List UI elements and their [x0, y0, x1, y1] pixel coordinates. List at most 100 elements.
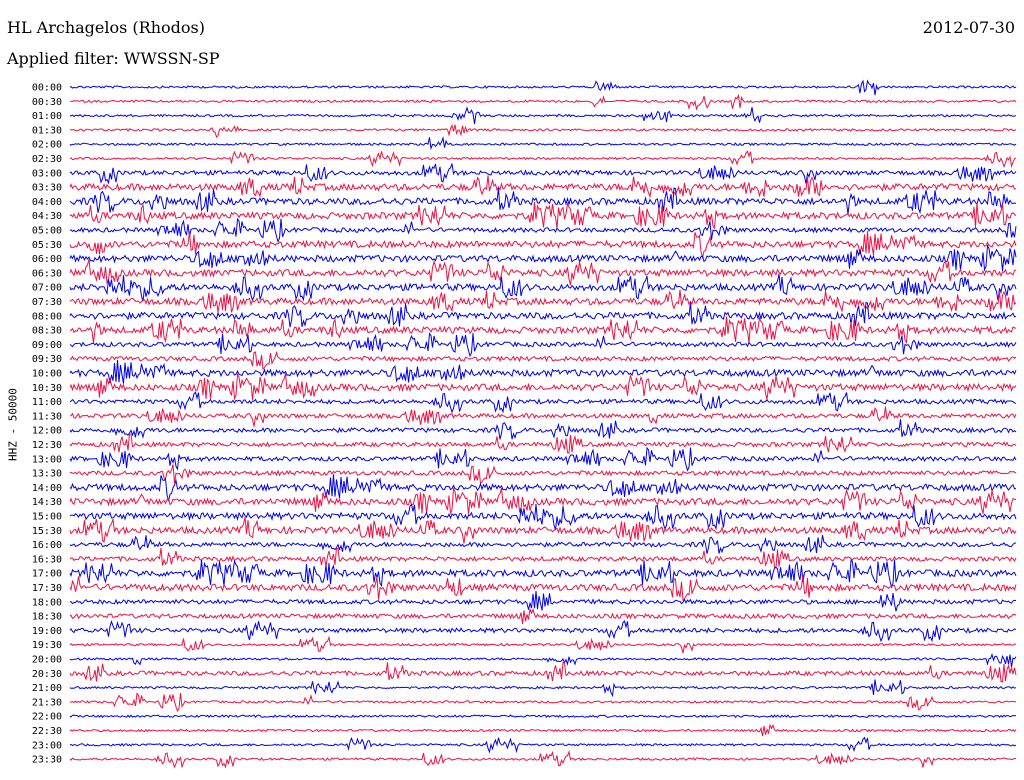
seismic-trace — [69, 150, 1017, 169]
seismic-trace — [69, 547, 1017, 569]
seismic-trace — [69, 653, 1017, 668]
row-time-label: 04:00 — [32, 197, 62, 208]
row-time-label: 11:30 — [32, 411, 62, 422]
row-time-label: 21:30 — [32, 697, 62, 708]
row-time-label: 12:00 — [32, 426, 62, 437]
seismic-trace — [69, 243, 1017, 272]
seismic-trace — [69, 679, 1017, 698]
row-time-label: 02:30 — [32, 154, 62, 165]
row-time-label: 03:00 — [32, 168, 62, 179]
seismic-trace — [69, 619, 1017, 643]
seismic-trace — [69, 723, 1017, 737]
row-time-label: 22:30 — [32, 726, 62, 737]
seismic-trace — [69, 359, 1017, 384]
row-time-label: 23:30 — [32, 755, 62, 766]
seismic-trace — [69, 433, 1017, 454]
row-time-label: 11:00 — [32, 397, 62, 408]
seismic-trace — [69, 175, 1017, 199]
seismic-trace — [69, 406, 1017, 427]
row-time-label: 19:30 — [32, 640, 62, 651]
row-time-label: 01:00 — [32, 111, 62, 122]
seismic-trace — [69, 187, 1017, 215]
record-date: 2012-07-30 — [922, 18, 1015, 37]
seismic-trace — [69, 93, 1017, 111]
row-time-label: 12:30 — [32, 440, 62, 451]
row-time-label: 21:00 — [32, 683, 62, 694]
seismic-trace — [69, 217, 1017, 243]
seismic-trace — [69, 714, 1017, 719]
seismic-trace — [69, 607, 1017, 624]
row-time-label: 00:00 — [32, 83, 62, 94]
seismic-trace — [69, 106, 1017, 125]
row-time-label: 23:00 — [32, 740, 62, 751]
row-time-label: 13:30 — [32, 469, 62, 480]
row-time-label: 06:30 — [32, 268, 62, 279]
row-time-label: 02:00 — [32, 140, 62, 151]
row-time-label: 15:00 — [32, 512, 62, 523]
seismic-trace — [69, 163, 1017, 185]
row-time-label: 05:00 — [32, 226, 62, 237]
row-time-label: 06:00 — [32, 254, 62, 265]
row-time-label: 18:00 — [32, 597, 62, 608]
row-time-label: 05:30 — [32, 240, 62, 251]
seismic-trace — [69, 534, 1017, 554]
row-time-label: 16:30 — [32, 554, 62, 565]
seismic-trace — [69, 273, 1017, 302]
seismic-trace — [69, 419, 1017, 440]
row-time-label: 04:30 — [32, 211, 62, 222]
row-time-label: 15:30 — [32, 526, 62, 537]
row-time-label: 13:00 — [32, 454, 62, 465]
station-title: HL Archagelos (Rhodos) — [7, 18, 205, 37]
row-time-label: 09:00 — [32, 340, 62, 351]
seismic-trace — [69, 635, 1017, 654]
row-time-label: 10:30 — [32, 383, 62, 394]
row-time-label: 17:30 — [32, 583, 62, 594]
row-time-label: 19:00 — [32, 626, 62, 637]
seismic-trace — [69, 301, 1017, 328]
seismic-trace — [69, 332, 1017, 358]
seismic-trace — [69, 464, 1017, 485]
row-time-label: 14:30 — [32, 497, 62, 508]
seismic-trace — [69, 124, 1017, 139]
seismic-trace — [69, 391, 1017, 414]
row-time-label: 08:30 — [32, 326, 62, 337]
row-time-label: 08:00 — [32, 311, 62, 322]
seismic-trace — [69, 486, 1017, 515]
seismic-trace — [69, 446, 1017, 472]
seismic-trace — [69, 661, 1017, 683]
row-time-label: 10:00 — [32, 369, 62, 380]
row-time-label: 14:00 — [32, 483, 62, 494]
seismic-trace — [69, 201, 1017, 230]
row-time-label: 07:30 — [32, 297, 62, 308]
seismic-trace — [69, 574, 1017, 602]
row-time-label: 09:30 — [32, 354, 62, 365]
row-time-label: 20:30 — [32, 669, 62, 680]
seismic-trace — [69, 350, 1017, 371]
seismic-trace — [69, 231, 1017, 259]
seismic-trace — [69, 289, 1017, 313]
row-time-label: 17:00 — [32, 569, 62, 580]
row-time-label: 01:30 — [32, 125, 62, 136]
seismic-trace — [69, 79, 1017, 96]
seismic-trace — [69, 136, 1017, 151]
row-time-label: 18:30 — [32, 612, 62, 623]
row-time-label: 20:00 — [32, 655, 62, 666]
row-time-label: 00:30 — [32, 97, 62, 108]
seismic-trace — [69, 692, 1017, 713]
seismic-trace — [69, 749, 1017, 769]
seismic-trace — [69, 591, 1017, 612]
row-time-label: 16:00 — [32, 540, 62, 551]
seismic-trace — [69, 503, 1017, 531]
row-time-label: 07:00 — [32, 283, 62, 294]
seismic-trace — [69, 558, 1017, 589]
filter-label: Applied filter: WWSSN-SP — [7, 49, 220, 68]
seismic-trace — [69, 316, 1017, 344]
seismic-trace — [69, 372, 1017, 401]
seismic-trace — [69, 516, 1017, 544]
seismic-trace — [69, 474, 1017, 502]
row-time-label: 22:00 — [32, 712, 62, 723]
seismic-trace — [69, 736, 1017, 754]
seismic-trace — [69, 259, 1017, 286]
row-time-label: 03:30 — [32, 183, 62, 194]
